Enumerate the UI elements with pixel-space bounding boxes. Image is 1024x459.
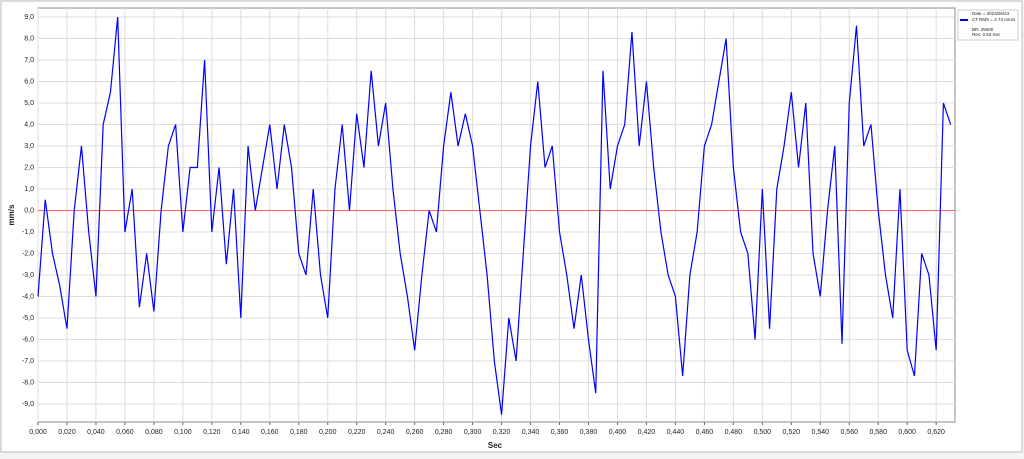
y-tick-label: 8,0 xyxy=(24,35,34,42)
x-tick-label: 0,620 xyxy=(927,429,945,436)
x-tick-label: 0,160 xyxy=(261,429,279,436)
x-tick-label: 0,180 xyxy=(290,429,308,436)
x-tick-label: 0,280 xyxy=(435,429,453,436)
x-tick-label: 0,340 xyxy=(522,429,540,436)
y-tick-label: -3,0 xyxy=(22,272,34,279)
legend-header: Date = 2023/06/23 xyxy=(972,11,1010,16)
x-tick-label: 0,380 xyxy=(580,429,598,436)
y-tick-label: 2,0 xyxy=(24,164,34,171)
y-tick-label: 7,0 xyxy=(24,57,34,64)
y-tick-label: -2,0 xyxy=(22,250,34,257)
y-tick-label: 0,0 xyxy=(24,207,34,214)
legend-note: Res: 0.63 Sec xyxy=(972,32,1001,37)
x-tick-label: 0,460 xyxy=(696,429,714,436)
x-tick-label: 0,320 xyxy=(493,429,511,436)
x-tick-label: 0,020 xyxy=(58,429,76,436)
x-axis-label: Sec xyxy=(488,441,503,450)
x-tick-label: 0,300 xyxy=(464,429,482,436)
y-tick-label: -7,0 xyxy=(22,358,34,365)
signal-line xyxy=(37,16,952,415)
x-tick-label: 0,520 xyxy=(783,429,801,436)
y-tick-label: 1,0 xyxy=(24,186,34,193)
y-tick-label: 5,0 xyxy=(24,100,34,107)
legend-box xyxy=(957,9,1019,41)
x-tick-label: 0,140 xyxy=(232,429,250,436)
x-tick-label: 0,600 xyxy=(898,429,916,436)
x-tick-label: 0,200 xyxy=(319,429,337,436)
y-tick-label: 4,0 xyxy=(24,121,34,128)
legend-note: BR: 25600 xyxy=(972,27,994,32)
plot-area xyxy=(37,7,956,423)
y-tick-label: -8,0 xyxy=(22,379,34,386)
legend-label: CT RMS = 2.74 mm/s xyxy=(972,17,1016,22)
y-tick-label: -5,0 xyxy=(22,315,34,322)
x-tick-label: 0,540 xyxy=(812,429,830,436)
y-tick-label: 9,0 xyxy=(24,14,34,21)
x-tick-label: 0,080 xyxy=(145,429,163,436)
x-tick-label: 0,000 xyxy=(29,429,47,436)
x-tick-label: 0,560 xyxy=(840,429,858,436)
x-tick-label: 0,360 xyxy=(551,429,569,436)
y-tick-label: -1,0 xyxy=(22,229,34,236)
x-tick-label: 0,040 xyxy=(87,429,105,436)
y-tick-label: -6,0 xyxy=(22,336,34,343)
x-tick-label: 0,400 xyxy=(609,429,627,436)
y-tick-label: -4,0 xyxy=(22,293,34,300)
x-tick-label: 0,580 xyxy=(869,429,887,436)
x-tick-label: 0,480 xyxy=(725,429,743,436)
x-tick-label: 0,240 xyxy=(377,429,395,436)
x-tick-label: 0,220 xyxy=(348,429,366,436)
x-tick-label: 0,120 xyxy=(203,429,221,436)
x-tick-label: 0,420 xyxy=(638,429,656,436)
y-tick-label: 6,0 xyxy=(24,78,34,85)
x-tick-label: 0,100 xyxy=(174,429,192,436)
y-axis-label: mm/s xyxy=(7,204,16,225)
x-tick-label: 0,260 xyxy=(406,429,424,436)
x-tick-label: 0,500 xyxy=(754,429,772,436)
y-tick-label: -9,0 xyxy=(22,401,34,408)
y-tick-label: 3,0 xyxy=(24,143,34,150)
x-tick-label: 0,060 xyxy=(116,429,134,436)
x-tick-label: 0,440 xyxy=(667,429,685,436)
